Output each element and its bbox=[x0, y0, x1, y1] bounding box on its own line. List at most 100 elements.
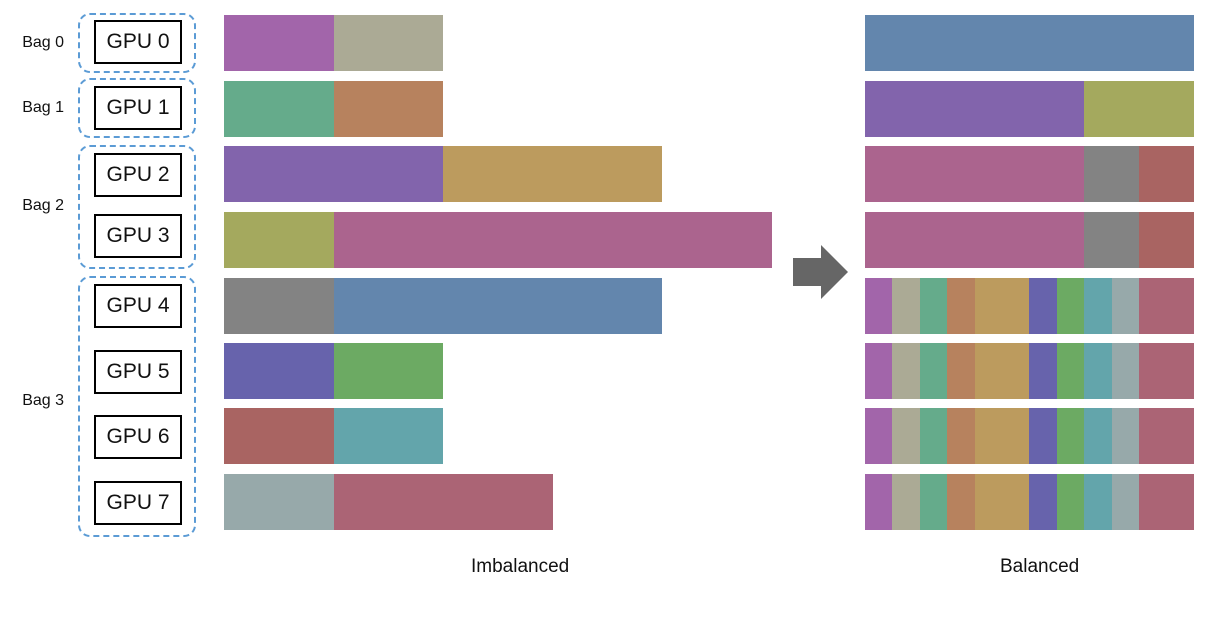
imbalanced-segment bbox=[224, 15, 334, 71]
imbalanced-segment bbox=[224, 146, 444, 202]
balanced-bar-gpu-1 bbox=[865, 81, 1194, 137]
balanced-segment bbox=[919, 343, 948, 399]
imbalanced-bar-gpu-4 bbox=[224, 278, 663, 334]
balanced-segment bbox=[974, 278, 1030, 334]
bag-label-1: Bag 1 bbox=[22, 99, 64, 116]
balanced-segment bbox=[865, 212, 1085, 268]
balanced-segment bbox=[1029, 278, 1057, 334]
balanced-segment bbox=[1138, 278, 1194, 334]
balanced-segment bbox=[865, 81, 1085, 137]
imbalanced-segment bbox=[224, 408, 334, 464]
bag-box-2 bbox=[78, 145, 196, 269]
balanced-segment bbox=[1084, 81, 1194, 137]
balanced-bar-gpu-2 bbox=[865, 146, 1194, 202]
balanced-segment bbox=[1029, 343, 1057, 399]
balanced-segment bbox=[947, 474, 975, 530]
balanced-segment bbox=[1056, 278, 1085, 334]
balanced-segment bbox=[1084, 212, 1139, 268]
balanced-segment bbox=[1084, 146, 1139, 202]
balanced-segment bbox=[865, 408, 893, 464]
balanced-bar-gpu-7 bbox=[865, 474, 1194, 530]
balanced-segment bbox=[974, 408, 1030, 464]
imbalanced-segment bbox=[333, 15, 444, 71]
gpu-box-1: GPU 1 bbox=[94, 86, 182, 130]
bag-box-3 bbox=[78, 276, 196, 537]
balanced-segment bbox=[947, 278, 975, 334]
imbalanced-bar-gpu-3 bbox=[224, 212, 772, 268]
imbalanced-segment bbox=[333, 343, 444, 399]
balanced-segment bbox=[1111, 408, 1139, 464]
bag-box-0 bbox=[78, 13, 196, 73]
imbalanced-bar-gpu-7 bbox=[224, 474, 553, 530]
balanced-segment bbox=[919, 474, 948, 530]
balanced-segment bbox=[1111, 278, 1139, 334]
balanced-segment bbox=[1111, 474, 1139, 530]
balanced-segment bbox=[919, 278, 948, 334]
imbalanced-segment bbox=[333, 408, 444, 464]
balanced-segment bbox=[947, 408, 975, 464]
balanced-segment bbox=[1084, 278, 1112, 334]
imbalanced-segment bbox=[224, 474, 334, 530]
gpu-box-5: GPU 5 bbox=[94, 350, 182, 394]
balanced-segment bbox=[1138, 343, 1194, 399]
gpu-box-0: GPU 0 bbox=[94, 20, 182, 64]
imbalanced-segment bbox=[333, 81, 444, 137]
imbalanced-segment bbox=[333, 278, 663, 334]
balanced-segment bbox=[1138, 474, 1194, 530]
balanced-segment bbox=[1056, 343, 1085, 399]
balanced-bar-gpu-4 bbox=[865, 278, 1194, 334]
balanced-segment bbox=[1056, 408, 1085, 464]
balanced-bar-gpu-3 bbox=[865, 212, 1194, 268]
imbalanced-segment bbox=[333, 212, 772, 268]
balanced-segment bbox=[974, 343, 1030, 399]
balanced-segment bbox=[892, 474, 920, 530]
balanced-segment bbox=[1029, 474, 1057, 530]
balanced-segment bbox=[865, 278, 893, 334]
balanced-segment bbox=[1084, 408, 1112, 464]
balanced-bar-gpu-0 bbox=[865, 15, 1194, 71]
imbalanced-bar-gpu-5 bbox=[224, 343, 444, 399]
imbalanced-bar-gpu-6 bbox=[224, 408, 444, 464]
imbalanced-segment bbox=[224, 81, 334, 137]
gpu-box-4: GPU 4 bbox=[94, 284, 182, 328]
balanced-caption: Balanced bbox=[1000, 556, 1080, 577]
bag-label-0: Bag 0 bbox=[22, 34, 64, 51]
imbalanced-bar-gpu-0 bbox=[224, 15, 444, 71]
gpu-box-3: GPU 3 bbox=[94, 214, 182, 258]
balanced-segment bbox=[1056, 474, 1085, 530]
balanced-segment bbox=[919, 408, 948, 464]
balanced-segment bbox=[892, 408, 920, 464]
balanced-segment bbox=[974, 474, 1030, 530]
balanced-segment bbox=[1138, 212, 1194, 268]
balanced-segment bbox=[865, 343, 893, 399]
right-arrow-icon bbox=[793, 245, 848, 299]
balanced-segment bbox=[1111, 343, 1139, 399]
bag-label-3: Bag 3 bbox=[22, 392, 64, 409]
imbalanced-segment bbox=[224, 212, 334, 268]
balanced-bar-gpu-6 bbox=[865, 408, 1194, 464]
balanced-segment bbox=[1138, 146, 1194, 202]
imbalanced-segment bbox=[333, 474, 553, 530]
imbalanced-bar-gpu-1 bbox=[224, 81, 444, 137]
gpu-box-2: GPU 2 bbox=[94, 153, 182, 197]
imbalanced-segment bbox=[443, 146, 663, 202]
balanced-segment bbox=[1029, 408, 1057, 464]
balanced-segment bbox=[865, 146, 1085, 202]
balanced-segment bbox=[865, 15, 1194, 71]
imbalanced-bar-gpu-2 bbox=[224, 146, 663, 202]
balanced-segment bbox=[1138, 408, 1194, 464]
balanced-segment bbox=[865, 474, 893, 530]
imbalanced-segment bbox=[224, 278, 334, 334]
imbalanced-segment bbox=[224, 343, 334, 399]
bag-box-1 bbox=[78, 78, 196, 138]
balanced-segment bbox=[1084, 343, 1112, 399]
balanced-segment bbox=[1084, 474, 1112, 530]
bag-label-2: Bag 2 bbox=[22, 197, 64, 214]
imbalanced-caption: Imbalanced bbox=[471, 556, 570, 577]
balanced-segment bbox=[947, 343, 975, 399]
balanced-segment bbox=[892, 343, 920, 399]
gpu-box-6: GPU 6 bbox=[94, 415, 182, 459]
balanced-bar-gpu-5 bbox=[865, 343, 1194, 399]
gpu-box-7: GPU 7 bbox=[94, 481, 182, 525]
balanced-segment bbox=[892, 278, 920, 334]
